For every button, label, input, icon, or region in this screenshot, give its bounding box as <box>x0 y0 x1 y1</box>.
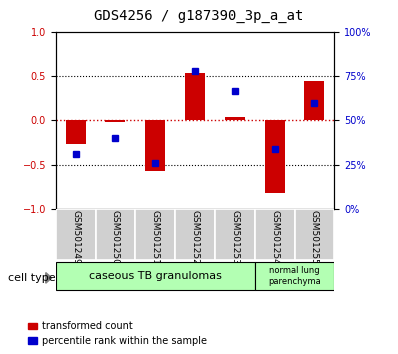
Bar <box>215 209 255 260</box>
Bar <box>225 117 245 120</box>
Text: caseous TB granulomas: caseous TB granulomas <box>89 271 222 281</box>
Text: GSM501253: GSM501253 <box>230 210 239 265</box>
Bar <box>66 120 86 144</box>
Polygon shape <box>46 273 52 283</box>
Text: GSM501252: GSM501252 <box>191 210 199 265</box>
Bar <box>295 209 334 260</box>
Bar <box>105 120 125 122</box>
Bar <box>175 209 215 260</box>
Bar <box>255 262 334 290</box>
Text: GSM501251: GSM501251 <box>151 210 160 265</box>
Text: cell type: cell type <box>8 273 56 283</box>
Text: normal lung
parenchyma: normal lung parenchyma <box>268 267 321 286</box>
Bar <box>56 262 255 290</box>
Legend: transformed count, percentile rank within the sample: transformed count, percentile rank withi… <box>25 319 210 349</box>
Bar <box>185 74 205 120</box>
Text: GSM501255: GSM501255 <box>310 210 319 265</box>
Text: GDS4256 / g187390_3p_a_at: GDS4256 / g187390_3p_a_at <box>94 9 304 23</box>
Bar <box>135 209 175 260</box>
Bar <box>304 81 324 120</box>
Bar <box>56 209 96 260</box>
Bar <box>145 120 165 171</box>
Text: GSM501249: GSM501249 <box>71 210 80 265</box>
Bar <box>255 209 295 260</box>
Bar <box>265 120 285 193</box>
Text: GSM501254: GSM501254 <box>270 210 279 265</box>
Bar <box>96 209 135 260</box>
Text: GSM501250: GSM501250 <box>111 210 120 265</box>
